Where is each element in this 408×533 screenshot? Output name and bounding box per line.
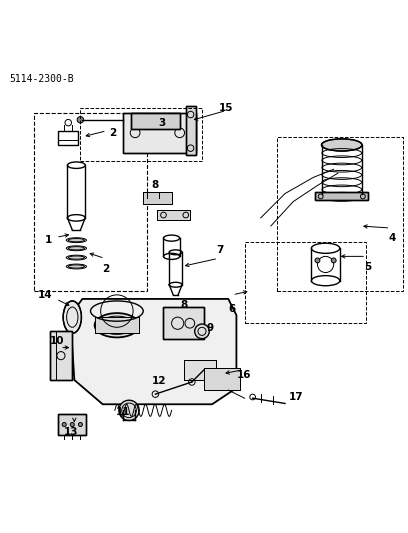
- Bar: [157, 210, 190, 220]
- Ellipse shape: [99, 316, 135, 334]
- Bar: [204, 368, 240, 390]
- Bar: [204, 368, 240, 390]
- Text: 7: 7: [217, 245, 224, 255]
- Ellipse shape: [68, 239, 84, 242]
- Text: 5: 5: [364, 262, 372, 271]
- Text: 10: 10: [50, 336, 64, 346]
- Text: 2: 2: [102, 263, 110, 273]
- Circle shape: [195, 324, 209, 338]
- Circle shape: [119, 400, 139, 421]
- Bar: [131, 112, 180, 129]
- Ellipse shape: [95, 313, 139, 337]
- Bar: [315, 192, 368, 200]
- Bar: [315, 192, 368, 200]
- Ellipse shape: [68, 247, 84, 250]
- Text: 3: 3: [158, 118, 165, 127]
- Bar: [80, 108, 202, 161]
- Bar: [95, 317, 139, 333]
- Bar: [186, 107, 196, 155]
- Ellipse shape: [63, 301, 82, 333]
- Circle shape: [77, 117, 84, 123]
- Text: 8: 8: [180, 300, 187, 310]
- Bar: [58, 414, 86, 435]
- Bar: [277, 137, 403, 291]
- Bar: [123, 112, 196, 153]
- Bar: [143, 191, 172, 204]
- Circle shape: [315, 258, 320, 263]
- Text: 12: 12: [152, 376, 167, 386]
- Circle shape: [62, 423, 66, 426]
- Text: 13: 13: [64, 427, 78, 437]
- Text: 11: 11: [116, 407, 130, 417]
- Bar: [186, 107, 196, 155]
- Text: 15: 15: [219, 103, 233, 114]
- Text: 14: 14: [38, 290, 53, 300]
- Bar: [164, 307, 204, 340]
- Bar: [244, 242, 366, 323]
- Bar: [58, 414, 86, 435]
- Text: 16: 16: [237, 370, 251, 380]
- Bar: [184, 360, 216, 380]
- Circle shape: [331, 258, 336, 263]
- Bar: [157, 210, 190, 220]
- Polygon shape: [70, 299, 236, 404]
- Bar: [143, 191, 172, 204]
- Text: 17: 17: [289, 392, 304, 402]
- Text: 4: 4: [389, 233, 396, 243]
- Ellipse shape: [68, 256, 84, 259]
- Bar: [131, 112, 180, 129]
- Bar: [164, 307, 204, 340]
- Text: 9: 9: [206, 323, 214, 333]
- Ellipse shape: [68, 265, 84, 268]
- Text: 8: 8: [152, 181, 159, 190]
- Bar: [34, 112, 147, 291]
- Bar: [184, 360, 216, 380]
- Circle shape: [78, 423, 82, 426]
- Bar: [50, 332, 72, 380]
- Ellipse shape: [322, 139, 362, 151]
- Bar: [58, 131, 78, 145]
- Text: 1: 1: [44, 235, 52, 245]
- Text: 5114-2300-B: 5114-2300-B: [9, 74, 74, 84]
- Bar: [50, 332, 72, 380]
- Circle shape: [70, 423, 74, 426]
- Text: 6: 6: [229, 304, 236, 314]
- Bar: [123, 112, 196, 153]
- Text: 2: 2: [109, 128, 116, 138]
